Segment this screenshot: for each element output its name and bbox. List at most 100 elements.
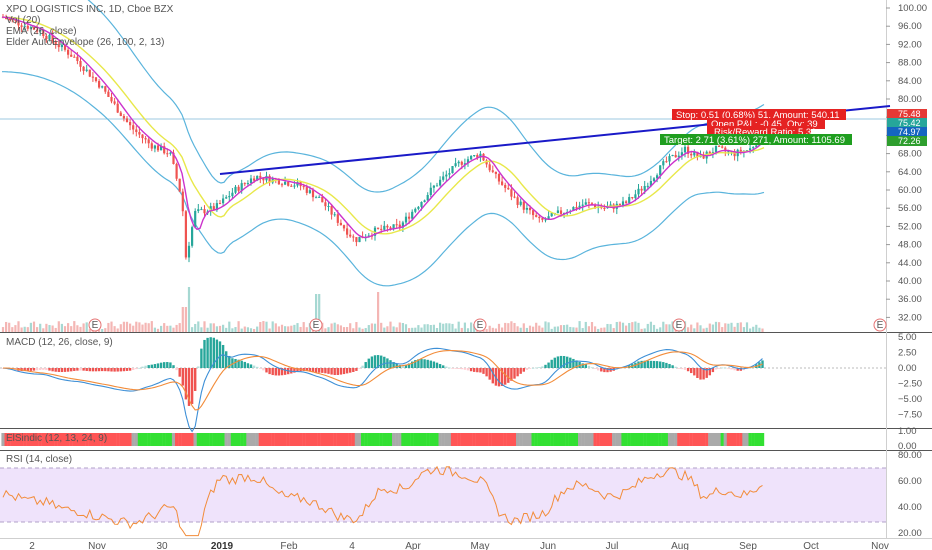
earnings-marker-label: E — [92, 320, 99, 331]
volume-bar — [752, 326, 755, 332]
macd-histogram-bar — [308, 368, 312, 372]
target-label: Target: 2.71 (3.61%) 271, Amount: 1105.6… — [664, 135, 845, 146]
volume-bar — [349, 323, 352, 332]
rsi-axis[interactable]: 80.00 60.00 40.00 20.00 — [898, 450, 922, 539]
elsindic-bar — [559, 433, 563, 446]
elsindic-bar — [568, 433, 572, 446]
elsindic-bar — [100, 433, 104, 446]
candle-body — [209, 206, 212, 212]
elsindic-bar — [649, 433, 653, 446]
macd-histogram-bar — [225, 351, 228, 368]
time-axis[interactable]: 2 Nov 30 2019 Feb 4 Apr May Jun Jul Aug Sep Oct Nov — [29, 541, 889, 550]
elsindic-bar — [671, 433, 675, 446]
position-tool[interactable]: Stop: 0.51 (0.68%) 51, Amount: 540.11 Op… — [660, 109, 852, 146]
volume-bar — [755, 324, 758, 332]
macd-tick-label: 0.00 — [898, 363, 917, 374]
elsindic-bar — [153, 433, 157, 446]
volume-bar — [330, 323, 333, 332]
macd-histogram-bar — [420, 359, 423, 368]
candle-body — [11, 19, 14, 21]
target-label-box — [660, 134, 852, 145]
earnings-marker[interactable] — [309, 318, 323, 332]
candle-body — [215, 203, 218, 211]
volume-bar — [243, 326, 246, 332]
macd-histogram-bar — [448, 367, 451, 369]
volume-bar — [88, 328, 91, 332]
candle-body — [476, 155, 479, 158]
elsindic-bar — [7, 433, 11, 446]
volume-bar — [652, 324, 656, 332]
candle-body — [634, 194, 637, 199]
earnings-marker[interactable] — [473, 318, 487, 332]
candle-body — [104, 86, 107, 92]
candle-body — [494, 171, 497, 174]
macd-histogram-bar — [274, 368, 277, 376]
elsindic-bar — [258, 433, 262, 446]
volume-bar — [516, 326, 519, 332]
macd-title[interactable]: MACD (12, 26, close, 9) — [6, 337, 113, 348]
volume-bar — [181, 307, 184, 332]
macd-histogram-bar — [82, 368, 85, 371]
price-legend[interactable]: XPO LOGISTICS INC, 1D, Cboe BZX Vol (20)… — [6, 4, 174, 48]
volume-bar — [361, 328, 364, 332]
elsindic-bar — [299, 433, 303, 446]
price-pane[interactable] — [0, 0, 886, 332]
earnings-marker-label: E — [676, 320, 683, 331]
macd-histogram-bar — [265, 368, 268, 373]
elsindic-bar — [106, 433, 111, 446]
elsindic-bar — [376, 433, 380, 446]
volume-bar — [358, 327, 361, 332]
candle-body — [631, 197, 634, 199]
elsindic-bar — [593, 433, 597, 446]
elsindic-bar — [367, 433, 371, 446]
volume-bar — [175, 324, 178, 332]
candle-body — [556, 210, 559, 213]
volume-bar — [411, 327, 414, 332]
volume-bar — [296, 323, 299, 332]
candle-body — [302, 186, 305, 188]
candle-body — [194, 211, 197, 228]
macd-histogram-bar — [231, 358, 234, 368]
price-tag-box — [887, 136, 927, 146]
candle-body — [311, 190, 315, 198]
macd-histogram-bar — [389, 360, 392, 368]
volume-bar — [448, 323, 451, 332]
volume-bar — [404, 324, 408, 332]
elsindic-bar — [733, 433, 737, 446]
earnings-marker[interactable] — [873, 318, 887, 332]
candle-body — [36, 29, 39, 32]
macd-axis[interactable]: 5.00 2.50 0.00 −2.50 −5.00 −7.50 — [898, 332, 922, 421]
rsi-title[interactable]: RSI (14, close) — [6, 454, 72, 465]
macd-histogram-bar — [528, 368, 532, 369]
earnings-marker[interactable] — [672, 318, 686, 332]
elsindic-title[interactable]: ElSindic (12, 13, 24, 9) — [6, 433, 107, 444]
candle-body — [721, 146, 724, 148]
elsindic-bar — [268, 433, 272, 446]
elsindic-bar — [38, 433, 42, 446]
volume-bar — [132, 325, 135, 332]
candle-body — [85, 69, 88, 71]
elsindic-bar — [745, 433, 749, 446]
macd-histogram-bar — [252, 365, 256, 368]
elder-legend[interactable]: Elder AutoEnvelope (26, 100, 2, 13) — [6, 37, 164, 48]
price-axis[interactable]: 100.0096.0092.0088.0084.0080.0076.0072.0… — [886, 3, 927, 323]
earnings-markers[interactable]: E E E E E — [88, 318, 887, 332]
macd-histogram-bar — [395, 363, 398, 368]
vol-legend[interactable]: Vol (20) — [6, 15, 40, 26]
symbol-title[interactable]: XPO LOGISTICS INC, 1D, Cboe BZX — [6, 4, 174, 15]
candle-body — [519, 201, 522, 205]
elsindic-bar — [450, 433, 455, 446]
candle-body — [184, 211, 187, 258]
elsindic-bar — [516, 433, 520, 446]
elsindic-bar — [333, 433, 337, 446]
candle-body — [656, 175, 659, 179]
earnings-marker[interactable] — [88, 318, 102, 332]
candle-body — [277, 179, 280, 185]
candle-body — [181, 191, 184, 212]
elsindic-axis[interactable]: 1.00 0.00 — [898, 426, 917, 452]
ema-legend[interactable]: EMA (26, close) — [6, 26, 77, 37]
volume-bar — [392, 326, 395, 332]
elsindic-bar — [729, 433, 734, 446]
elsindic-bar — [311, 433, 315, 446]
